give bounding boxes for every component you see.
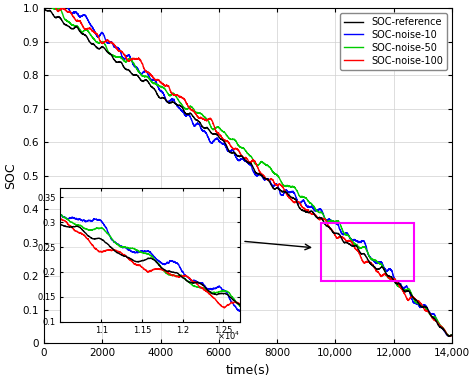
Y-axis label: SOC: SOC <box>4 162 17 189</box>
Bar <box>321 223 414 282</box>
Legend: SOC-reference, SOC-noise-10, SOC-noise-50, SOC-noise-100: SOC-reference, SOC-noise-10, SOC-noise-5… <box>340 13 447 70</box>
X-axis label: time(s): time(s) <box>226 364 270 377</box>
